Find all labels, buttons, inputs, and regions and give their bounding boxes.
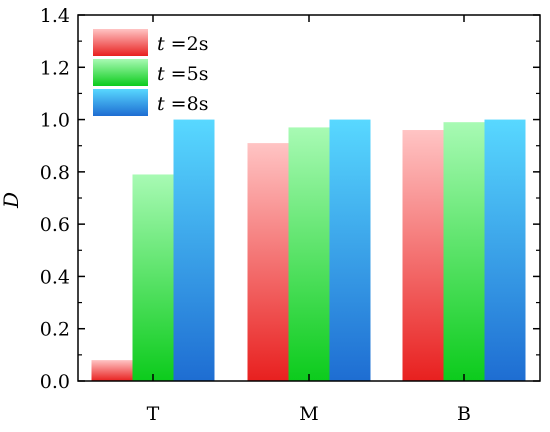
legend-label-2: t =5s	[157, 63, 208, 85]
axes-layer: 0.0 0.2 0.4 0.6 0.8 1.0 1.2 1.4 T M B	[40, 5, 540, 425]
bars-layer	[91, 119, 526, 382]
bar-b-series-3	[484, 119, 526, 382]
y-axis-label: D	[0, 192, 23, 209]
x-tick-label: T	[147, 403, 160, 425]
y-tick-label: 0.4	[40, 266, 70, 288]
legend: t =2s t =5s t =8s	[93, 29, 208, 116]
bar-b-series-2	[443, 122, 485, 381]
y-tick-label: 1.0	[40, 110, 70, 132]
x-tick-label: M	[299, 403, 318, 425]
y-tick-label: 0.6	[40, 214, 70, 236]
y-tick-label: 0.0	[40, 371, 70, 393]
bar-m-series-3	[329, 119, 371, 382]
bar-b-series-1	[402, 130, 444, 381]
x-tick-label: B	[457, 403, 471, 425]
legend-swatch-3	[93, 89, 148, 116]
y-tick-label: 0.2	[40, 319, 70, 341]
bar-m-series-1	[247, 143, 289, 381]
bar-t-series-3	[173, 119, 215, 382]
legend-swatch-1	[93, 29, 148, 56]
y-tick-label: 0.8	[40, 162, 70, 184]
bar-t-series-1	[91, 360, 133, 381]
y-tick-label: 1.2	[40, 57, 70, 79]
legend-label-3: t =8s	[157, 93, 208, 115]
legend-swatch-2	[93, 59, 148, 86]
bar-t-series-2	[132, 174, 174, 381]
y-tick-label: 1.4	[40, 5, 70, 27]
bar-m-series-2	[288, 127, 330, 382]
legend-label-1: t =2s	[157, 33, 208, 55]
